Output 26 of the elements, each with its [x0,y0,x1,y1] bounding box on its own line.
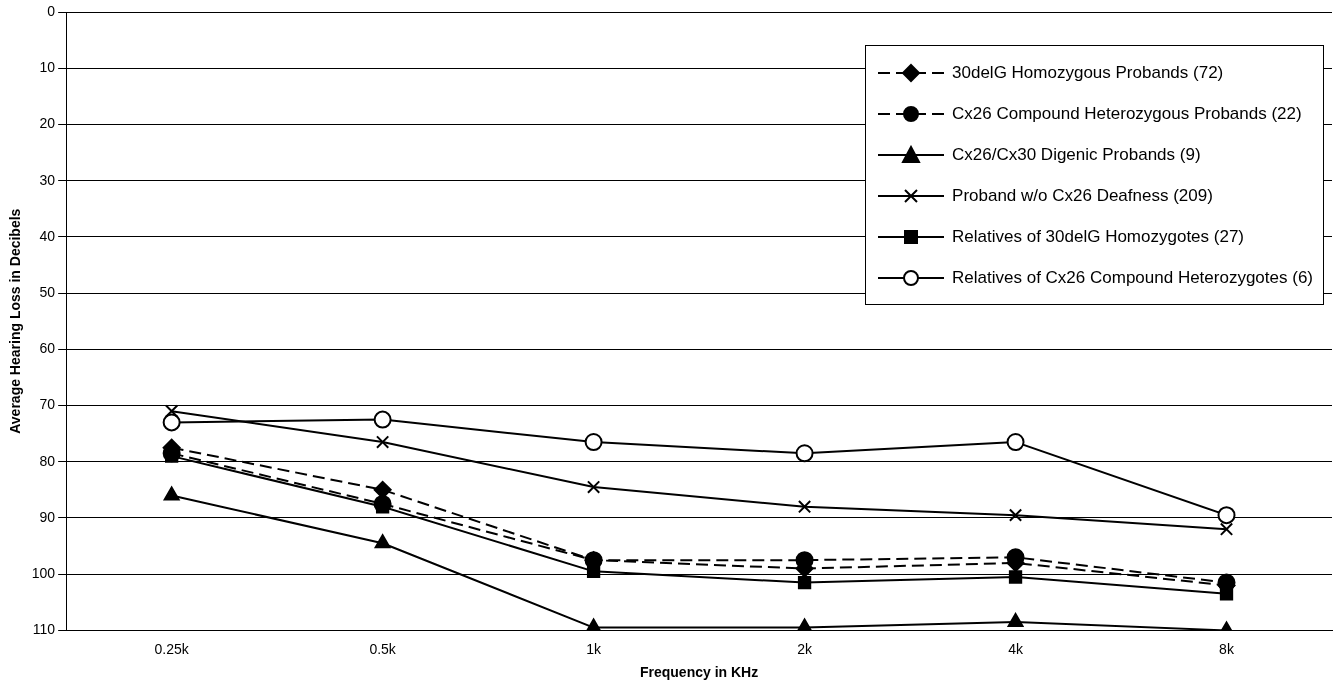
y-tick-label: 60 [39,340,56,357]
x-tick-label: 4k [1008,640,1024,657]
y-tick-label: 10 [39,59,56,76]
y-tick-label: 50 [39,283,56,300]
x-tick-label: 1k [586,640,602,657]
y-tick-label: 0 [47,2,56,19]
x-tick-label: 0.25k [154,640,190,657]
legend-label: Relatives of Cx26 Compound Heterozygotes (6) [952,267,1313,288]
y-tick-label: 80 [39,452,56,469]
y-axis-title: Average Hearing Loss in Decibels [7,208,24,434]
legend-label: 30delG Homozygous Probands (72) [952,62,1224,83]
y-tick-label: 110 [32,621,56,638]
legend-label: Proband w/o Cx26 Deafness (209) [952,185,1213,206]
x-tick-label: 8k [1219,640,1235,657]
x-tick-label: 2k [797,640,813,657]
legend-label: Cx26/Cx30 Digenic Probands (9) [952,144,1201,165]
legend-label: Relatives of 30delG Homozygotes (27) [952,226,1245,247]
y-tick-label: 20 [39,115,56,132]
x-tick-label: 0.5k [369,640,397,657]
y-tick-label: 70 [39,396,56,413]
y-tick-label: 30 [39,171,56,188]
legend-label: Cx26 Compound Heterozygous Probands (22) [952,103,1302,124]
y-tick-label: 40 [39,227,56,244]
y-tick-label: 100 [31,565,56,582]
x-axis-title: Frequency in KHz [639,664,759,681]
y-tick-label: 90 [39,508,56,525]
